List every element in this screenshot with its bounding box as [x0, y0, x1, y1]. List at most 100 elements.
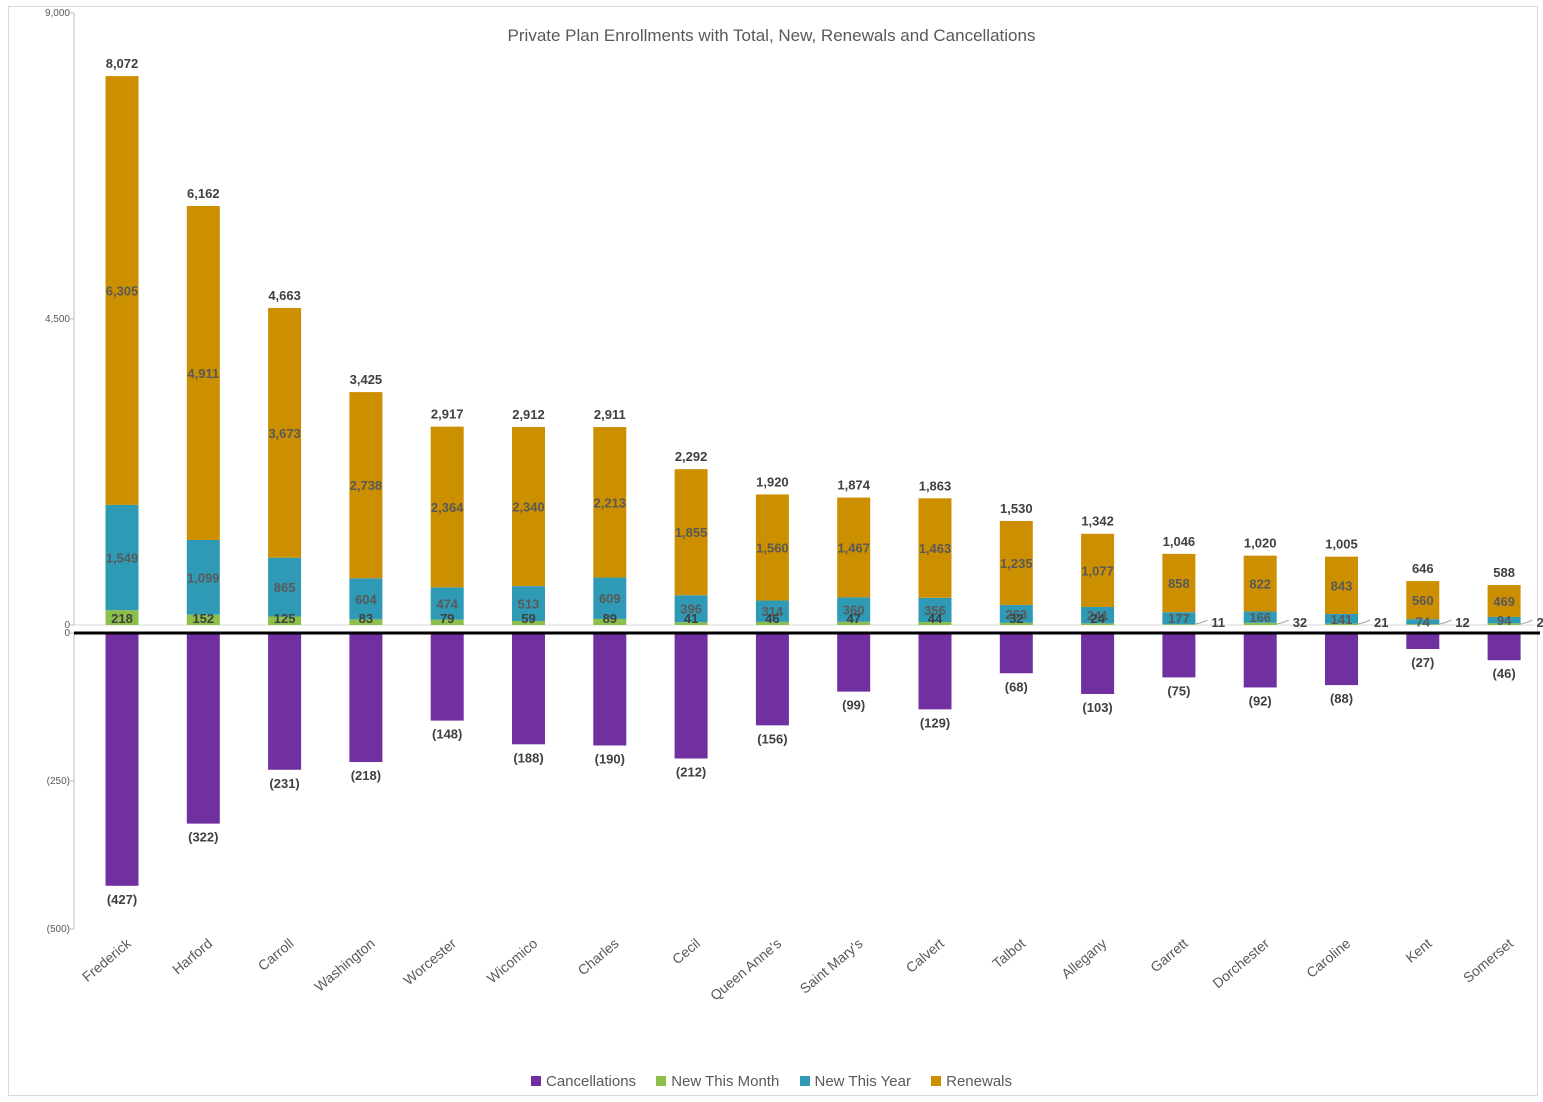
new-this-year-label-caroline: 141: [1331, 612, 1353, 627]
total-label-allegany: 1,342: [1081, 514, 1114, 529]
new-this-month-label-charles: 89: [603, 611, 617, 626]
legend-swatch-new-this-year: [799, 1076, 810, 1086]
new-this-month-label-saint-mary-s: 47: [846, 611, 860, 626]
legend-item-new-this-year: New This Year: [799, 1073, 911, 1090]
bar-cancellations-cecil: [674, 633, 708, 759]
legend-label-cancellations: Cancellations: [545, 1073, 637, 1090]
new-this-month-leader-caroline: [1357, 619, 1371, 625]
cancellations-label-cecil: (212): [676, 765, 706, 780]
renewals-label-calvert: 1,463: [919, 541, 952, 556]
new-this-year-label-wicomico: 513: [518, 597, 540, 612]
total-label-calvert: 1,863: [919, 478, 952, 493]
bar-cancellations-worcester: [430, 633, 464, 721]
lower-y-tick-label: (250): [47, 776, 70, 787]
cancellations-label-allegany: (103): [1082, 700, 1112, 715]
bar-cancellations-carroll: [268, 633, 302, 770]
cancellations-label-wicomico: (188): [513, 750, 543, 765]
bar-cancellations-saint-mary-s: [837, 633, 871, 692]
legend-item-cancellations: Cancellations: [530, 1073, 637, 1090]
category-label-garrett: Garrett: [1147, 935, 1191, 975]
new-this-month-label-wicomico: 59: [521, 611, 535, 626]
bar-new-this-year-saint-mary-s: [837, 597, 871, 622]
bar-new-this-month-charles: [593, 618, 627, 625]
bar-new-this-year-calvert: [918, 597, 952, 623]
bar-new-this-year-talbot: [999, 604, 1033, 623]
total-label-garrett: 1,046: [1163, 534, 1196, 549]
upper-y-tick-label: 4,500: [45, 314, 70, 325]
bar-renewals-harford: [186, 205, 220, 540]
bar-renewals-cecil: [674, 469, 708, 596]
chart-legend: Cancellations New This Month New This Ye…: [0, 1073, 1543, 1090]
bar-cancellations-washington: [349, 633, 383, 763]
cancellations-label-washington: (218): [351, 768, 381, 783]
renewals-label-worcester: 2,364: [431, 500, 464, 515]
new-this-year-label-garrett: 177: [1168, 611, 1190, 626]
renewals-label-garrett: 858: [1168, 576, 1190, 591]
total-label-somerset: 588: [1493, 565, 1515, 580]
new-this-month-label-harford: 152: [192, 611, 214, 626]
bar-new-this-year-kent: [1406, 619, 1440, 625]
bar-new-this-month-caroline: [1325, 623, 1358, 625]
renewals-label-cecil: 1,855: [675, 525, 708, 540]
cancellations-label-worcester: (148): [432, 727, 462, 742]
bar-new-this-month-dorchester: [1243, 622, 1277, 625]
bar-cancellations-somerset: [1487, 633, 1521, 661]
cancellations-label-charles: (190): [595, 751, 625, 766]
cancellations-label-queen-anne-s: (156): [757, 731, 787, 746]
legend-item-renewals: Renewals: [931, 1073, 1012, 1090]
new-this-month-label-garrett: 11: [1211, 615, 1225, 630]
bar-cancellations-caroline: [1325, 633, 1358, 686]
bar-new-this-month-queen-anne-s: [755, 621, 789, 625]
bar-renewals-worcester: [430, 426, 464, 588]
cancellations-label-talbot: (68): [1005, 679, 1028, 694]
category-label-worcester: Worcester: [400, 935, 459, 988]
category-label-carroll: Carroll: [255, 935, 297, 974]
bar-new-this-year-garrett: [1162, 612, 1196, 625]
cancellations-label-dorchester: (92): [1249, 693, 1272, 708]
new-this-month-label-talbot: 32: [1009, 611, 1023, 626]
total-label-harford: 6,162: [187, 186, 220, 201]
new-this-year-label-kent: 74: [1416, 615, 1431, 630]
bar-new-this-month-frederick: [105, 610, 139, 625]
renewals-label-talbot: 1,235: [1000, 556, 1033, 571]
bar-renewals-carroll: [268, 307, 302, 558]
bar-new-this-month-garrett: [1162, 624, 1196, 625]
new-this-month-label-cecil: 41: [684, 611, 698, 626]
category-label-somerset: Somerset: [1460, 935, 1516, 986]
new-this-year-label-worcester: 474: [436, 597, 458, 612]
new-this-year-label-carroll: 865: [274, 580, 296, 595]
bar-renewals-saint-mary-s: [837, 497, 871, 598]
bar-new-this-year-washington: [349, 578, 383, 620]
cancellations-label-calvert: (129): [920, 715, 950, 730]
total-label-wicomico: 2,912: [512, 407, 545, 422]
bar-new-this-month-harford: [186, 614, 220, 625]
new-this-month-label-dorchester: 32: [1293, 615, 1307, 630]
upper-y-tick-label: 0: [64, 620, 70, 631]
lower-y-tick-label: (500): [47, 924, 70, 935]
bar-new-this-year-allegany: [1081, 606, 1115, 624]
bar-renewals-kent: [1406, 581, 1440, 620]
new-this-month-leader-dorchester: [1276, 619, 1289, 625]
bar-new-this-year-queen-anne-s: [755, 600, 789, 622]
renewals-label-queen-anne-s: 1,560: [756, 540, 789, 555]
bar-renewals-somerset: [1487, 585, 1521, 617]
total-label-caroline: 1,005: [1325, 537, 1358, 552]
new-this-month-label-queen-anne-s: 46: [765, 611, 779, 626]
cancellations-label-harford: (322): [188, 830, 218, 845]
legend-swatch-renewals: [931, 1076, 942, 1086]
bar-renewals-wicomico: [512, 426, 545, 587]
bar-renewals-washington: [349, 392, 383, 579]
new-this-year-label-talbot: 263: [1005, 607, 1027, 622]
new-this-month-label-kent: 12: [1455, 615, 1469, 630]
total-label-queen-anne-s: 1,920: [756, 474, 789, 489]
lower-y-tick-label: 0: [64, 628, 70, 639]
bar-new-this-month-kent: [1406, 624, 1440, 625]
legend-label-renewals: Renewals: [946, 1073, 1012, 1090]
new-this-year-label-somerset: 94: [1497, 613, 1512, 628]
renewals-label-kent: 560: [1412, 593, 1434, 608]
bar-renewals-caroline: [1325, 556, 1358, 614]
category-label-queen-anne-s: Queen Anne's: [707, 935, 784, 1004]
cancellations-label-saint-mary-s: (99): [842, 698, 865, 713]
total-label-carroll: 4,663: [268, 288, 301, 303]
renewals-label-saint-mary-s: 1,467: [837, 540, 870, 555]
